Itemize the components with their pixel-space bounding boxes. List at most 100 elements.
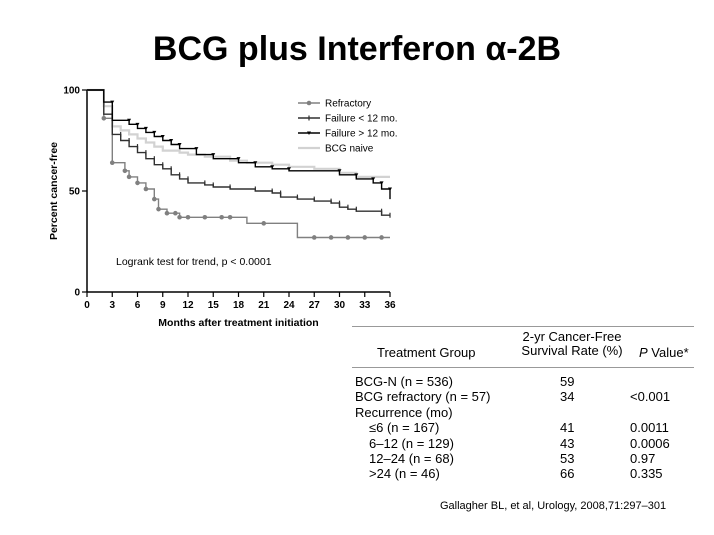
header-p-value: P Value* (639, 345, 689, 360)
x-tick-label: 3 (109, 300, 115, 311)
series-marker (177, 143, 182, 147)
x-tick-label: 36 (384, 300, 396, 311)
series-line (87, 89, 390, 239)
series-marker (337, 169, 342, 173)
y-axis-label: Percent cancer-free (48, 142, 60, 240)
series-marker (219, 214, 224, 220)
cell-group: 6–12 (n = 129) (369, 435, 454, 451)
y-tick-label: 100 (63, 86, 80, 97)
slide-title: BCG plus Interferon α-2B (152, 30, 562, 68)
legend-label: Failure < 12 mo. (325, 114, 398, 125)
cell-p: 0.97 (630, 450, 656, 466)
legend-label: BCG naive (325, 144, 374, 155)
cell-rate: 53 (560, 450, 575, 466)
cell-group: BCG-N (n = 536) (355, 374, 453, 389)
series-marker (101, 115, 107, 121)
series-marker (227, 214, 233, 220)
y-tick-label: 50 (69, 187, 81, 198)
y-tick-label: 0 (74, 288, 80, 299)
series-marker (202, 214, 208, 220)
header-p-italic: P (639, 345, 648, 360)
cell-p: 0.0006 (630, 435, 670, 451)
cell-p: <0.001 (630, 389, 671, 405)
legend-label: Failure > 12 mo. (325, 129, 398, 140)
series-marker (109, 160, 115, 166)
series-line (87, 89, 390, 216)
cell-rate: 59 (560, 374, 575, 389)
table-row: ≤6 (n = 167) 41 0.0011 (352, 420, 694, 435)
series-marker (194, 147, 199, 151)
legend-marker (306, 100, 312, 106)
cell-group: BCG refractory (n = 57) (355, 389, 491, 405)
table-row: 12–24 (n = 68) 53 0.97 (352, 451, 694, 466)
legend-label: Refractory (325, 99, 371, 110)
x-tick-label: 6 (135, 300, 141, 311)
x-tick-label: 24 (283, 300, 295, 311)
cell-rate: 66 (560, 466, 575, 482)
series-marker (261, 221, 267, 226)
cell-group: 12–24 (n = 68) (369, 450, 454, 466)
series-marker (379, 235, 384, 240)
x-tick-label: 33 (359, 300, 371, 311)
table-row: 6–12 (n = 129) 43 0.0006 (352, 436, 694, 451)
series-marker (135, 122, 140, 127)
series-line (87, 88, 390, 178)
series-marker (127, 118, 132, 123)
table-header-rule (352, 367, 694, 368)
series-marker (126, 174, 132, 180)
x-tick-label: 30 (334, 300, 346, 311)
x-tick-label: 15 (208, 300, 220, 311)
series-marker (328, 235, 334, 240)
x-tick-label: 21 (258, 300, 270, 311)
series-marker (345, 235, 351, 240)
x-tick-label: 27 (309, 300, 321, 311)
series-marker (211, 153, 216, 157)
series-marker (236, 157, 241, 161)
series-marker (135, 180, 140, 186)
series-marker (143, 186, 149, 192)
series-marker (143, 126, 148, 131)
series-marker (388, 187, 392, 191)
header-survival-rate: 2-yr Cancer-Free Survival Rate (%) (512, 330, 632, 358)
x-tick-label: 0 (84, 300, 90, 311)
series-marker (173, 210, 178, 216)
table-row: Recurrence (mo) (352, 405, 694, 420)
table-top-rule (352, 326, 694, 327)
cell-group: ≤6 (n = 167) (369, 420, 440, 436)
cell-p: 0.335 (630, 466, 663, 482)
x-tick-label: 18 (233, 300, 245, 311)
table-row: BCG refractory (n = 57) 34 <0.001 (352, 389, 694, 404)
header-survival-rate-line1: 2-yr Cancer-Free (522, 329, 622, 344)
series-marker (160, 134, 165, 139)
series-marker (311, 235, 317, 240)
series-marker (371, 177, 376, 181)
header-survival-rate-line2: Survival Rate (%) (521, 343, 623, 358)
series-marker (379, 181, 384, 185)
header-p-rest: Value* (647, 345, 689, 360)
citation: Gallagher BL, et al, Urology, 2008,71:29… (440, 500, 667, 512)
logrank-annotation: Logrank test for trend, p < 0.0001 (116, 256, 272, 268)
legend-marker (307, 131, 311, 135)
series-marker (185, 214, 191, 220)
series-marker (156, 206, 161, 212)
cell-rate: 43 (560, 435, 575, 451)
series-marker (110, 100, 115, 105)
series-marker (362, 235, 368, 240)
x-tick-label: 9 (160, 300, 166, 311)
x-axis-label: Months after treatment initiation (158, 317, 318, 329)
series-marker (287, 167, 291, 171)
cell-rate: 41 (560, 420, 575, 436)
table-row: >24 (n = 46) 66 0.335 (352, 466, 694, 481)
header-treatment-group: Treatment Group (377, 345, 476, 360)
series-marker (152, 196, 157, 202)
cell-p: 0.0011 (630, 420, 669, 436)
series-marker (164, 210, 170, 216)
series-marker (177, 214, 182, 220)
x-tick-label: 12 (182, 300, 194, 311)
table-row: BCG-N (n = 536) 59 (352, 374, 694, 389)
series-marker (122, 168, 128, 174)
cell-rate: 34 (560, 389, 575, 405)
table-header: Treatment Group 2-yr Cancer-Free Surviva… (352, 327, 694, 367)
survival-table: Treatment Group 2-yr Cancer-Free Surviva… (352, 326, 694, 482)
